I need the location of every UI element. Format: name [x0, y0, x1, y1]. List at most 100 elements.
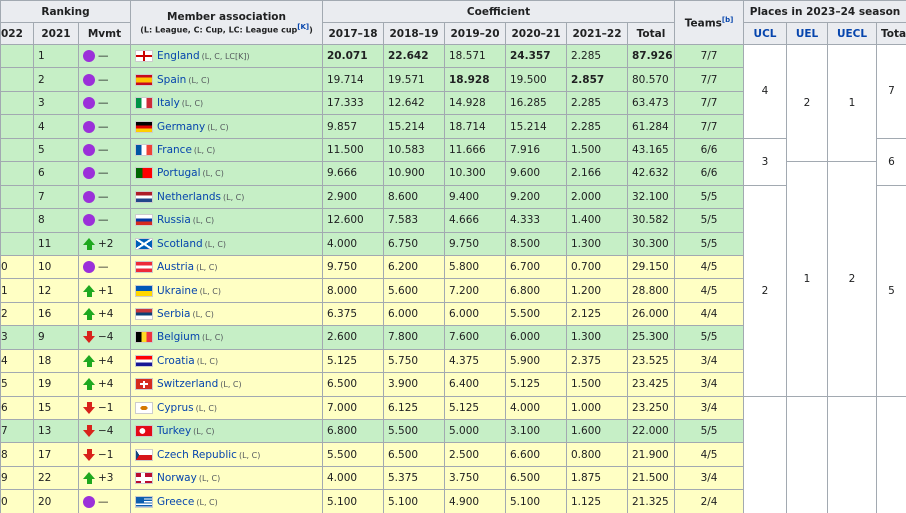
teams: 7/7 — [674, 90, 745, 116]
movement-icon — [83, 50, 95, 63]
column-header: Total — [626, 22, 676, 45]
teams: 3/4 — [674, 395, 745, 421]
country-link[interactable]: Germany — [157, 120, 206, 133]
movement-icon — [83, 448, 95, 461]
competition-tags: (L, C) — [202, 333, 224, 343]
country-link[interactable]: Turkey — [157, 425, 192, 438]
coefficient: 21.500 — [626, 465, 676, 491]
coefficient: 2.285 — [566, 43, 628, 69]
flag-icon — [135, 425, 153, 438]
coefficient: 3.750 — [444, 465, 506, 491]
table-row: 3 9 −4 Belgium (L, C) 2.600 7.800 7.600 6.000 1.3… — [0, 325, 906, 350]
flag-icon — [135, 73, 153, 86]
country-link[interactable]: Netherlands — [157, 190, 222, 203]
coefficient: 29.150 — [626, 254, 676, 280]
places-uecl: 1 — [827, 43, 878, 163]
country-link[interactable]: Italy — [157, 97, 180, 110]
competition-tags: (L, C) — [199, 286, 221, 296]
teams: 6/6 — [674, 137, 745, 163]
coefficient: 2.285 — [566, 114, 628, 139]
member-association: Switzerland (L, C) — [130, 372, 323, 397]
column-header: UEL — [786, 22, 829, 45]
coefficient: 16.285 — [505, 90, 567, 116]
country-link[interactable]: Greece — [157, 495, 195, 508]
coefficient: 5.100 — [322, 489, 384, 513]
coefficient: 5.000 — [444, 418, 506, 444]
table-row: 8— Russia (L, C) 12.600 7.583 4.666 4.333 1.400… — [0, 208, 906, 233]
coefficient: 18.928 — [444, 67, 506, 92]
flag-icon — [135, 143, 153, 156]
header-row: 022 2021 Mvmt 2017–18 2018–19 2019–20 2020–21 2… — [0, 22, 906, 45]
country-link[interactable]: Belgium — [157, 331, 201, 344]
coefficient: 11.666 — [444, 137, 506, 163]
coefficient: 23.525 — [626, 348, 676, 374]
country-link[interactable]: Cyprus — [157, 401, 194, 414]
movement: — — [78, 90, 131, 116]
teams: 3/4 — [674, 348, 745, 374]
country-link[interactable]: France — [157, 143, 192, 156]
flag-icon — [135, 261, 153, 274]
movement-icon — [83, 261, 95, 274]
column-header: 2021 — [33, 22, 79, 45]
country-link[interactable]: Norway — [157, 472, 197, 485]
country-link[interactable]: Austria — [157, 261, 195, 274]
coefficient: 4.000 — [505, 395, 567, 421]
coefficient: 4.666 — [444, 208, 506, 233]
coefficient: 5.600 — [383, 278, 445, 303]
movement-icon — [83, 331, 95, 344]
coefficient: 1.875 — [566, 465, 628, 491]
coefficient: 32.100 — [626, 184, 676, 210]
country-link[interactable]: Croatia — [157, 354, 195, 367]
country-link[interactable]: England — [157, 50, 200, 63]
competition-tags: (L, C) — [193, 145, 216, 155]
coefficient: 4.375 — [444, 348, 506, 374]
coefficient: 2.285 — [566, 90, 628, 116]
rank-2022 — [0, 208, 34, 233]
rank-2021: 10 — [33, 254, 79, 280]
rank-2022 — [0, 161, 34, 186]
country-link[interactable]: Spain — [157, 73, 187, 86]
column-header: UCL — [743, 22, 788, 45]
flag-icon — [135, 401, 153, 414]
country-link[interactable]: Czech Republic — [157, 448, 237, 461]
flag-icon — [135, 50, 153, 63]
movement-icon — [83, 401, 95, 414]
coefficient: 23.425 — [626, 372, 676, 397]
coefficient: 9.200 — [505, 184, 567, 210]
rank-2021: 18 — [33, 348, 79, 374]
movement-text: +1 — [98, 284, 114, 297]
coefficient: 4.900 — [444, 489, 506, 513]
competition-tags: (L, C) — [196, 497, 218, 507]
column-header: 2017–18 — [322, 22, 384, 45]
competition-tags: (L, C) — [238, 450, 261, 460]
country-link[interactable]: Ukraine — [157, 284, 198, 297]
country-link[interactable]: Serbia — [157, 308, 191, 321]
movement: +4 — [78, 372, 131, 397]
country-link[interactable]: Switzerland — [157, 378, 219, 391]
places-uecl: 2 — [827, 161, 878, 397]
teams: 4/5 — [674, 278, 745, 303]
coefficient: 9.400 — [444, 184, 506, 210]
movement-text: — — [98, 167, 109, 180]
coefficient: 6.000 — [383, 301, 445, 327]
competition-tags: (L, C) — [192, 310, 214, 320]
teams: 5/5 — [674, 184, 745, 210]
rank-2021: 20 — [33, 489, 79, 513]
member-association: Spain (L, C) — [130, 67, 323, 92]
coefficient: 7.600 — [444, 325, 506, 350]
movement: — — [78, 161, 131, 186]
country-link[interactable]: Portugal — [157, 167, 201, 180]
coefficient: 6.000 — [505, 325, 567, 350]
header-places: Places in 2023–24 season — [743, 0, 906, 23]
table-row: 6— Portugal (L, C) 9.666 10.900 10.300 9.600 2.… — [0, 161, 906, 397]
country-link[interactable]: Scotland — [157, 237, 203, 250]
column-header: 2018–19 — [383, 22, 445, 45]
column-header: 2019–20 — [444, 22, 506, 45]
country-link[interactable]: Russia — [157, 214, 191, 227]
coefficient: 4.000 — [322, 231, 384, 256]
rank-2022: 2 — [0, 301, 34, 327]
coefficient: 5.500 — [505, 301, 567, 327]
teams-ref: [b] — [721, 15, 734, 24]
movement: — — [78, 208, 131, 233]
